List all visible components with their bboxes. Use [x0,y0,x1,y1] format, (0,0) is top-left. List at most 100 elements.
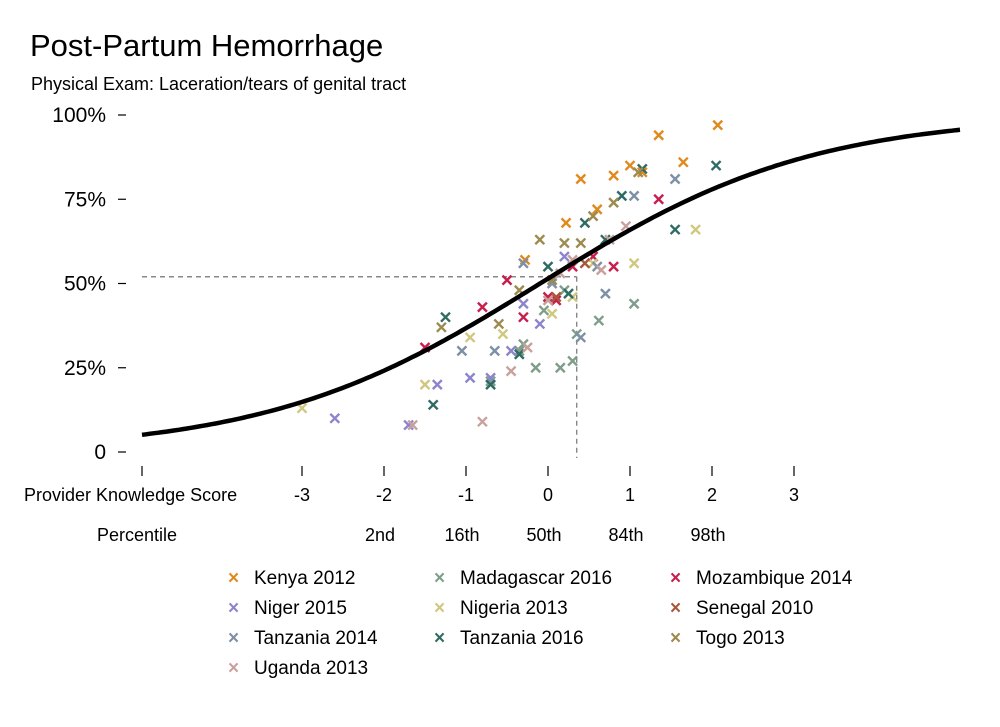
legend-label: Mozambique 2014 [696,568,853,589]
data-point [669,224,681,235]
percentile-tick-label: 84th [608,525,643,545]
legend-item: × Uganda 2013 [228,658,368,680]
data-point [427,399,439,411]
x-axis-label: Provider Knowledge Score [24,485,237,505]
data-point [677,156,689,168]
y-tick-label: 100% [52,104,106,127]
data-point [534,318,546,330]
legend-marker-icon: × [670,628,682,649]
data-point [608,170,619,182]
data-point [477,301,488,313]
data-point [329,412,341,424]
chart-subtitle: Physical Exam: Laceration/tears of genit… [31,74,407,94]
data-point [530,362,542,374]
data-point [563,288,574,299]
chart-title: Post-Partum Hemorrhage [30,28,384,63]
fit-curve [141,127,961,438]
legend-label: Kenya 2012 [254,568,356,589]
data-point [712,119,724,131]
legend-marker-icon: × [434,628,446,649]
data-point [608,261,619,272]
legend-marker-icon: × [228,658,240,679]
legend-item: × Mozambique 2014 [670,568,852,590]
legend-marker-icon: × [434,568,446,589]
legend-label: Nigeria 2013 [460,598,568,619]
x-tick-label: 3 [789,485,799,505]
legend-marker-icon: × [670,598,682,619]
x-tick-label: -3 [294,485,310,505]
data-point [538,305,550,316]
percentile-tick-label: 50th [526,525,561,545]
data-point [440,311,451,323]
data-point [591,204,603,215]
data-point [559,251,570,262]
data-point [505,345,517,357]
percentile-tick-label: 98th [690,525,725,545]
percentile-tick-label: 16th [444,525,479,545]
data-point [559,237,570,249]
data-point [518,311,529,323]
data-point [546,308,558,320]
legend-label: Madagascar 2016 [460,568,613,589]
data-point [501,274,513,286]
scatter-plot: 0 25% 50% 75% 100% -3 -2 -1 0 1 2 3 Provider Knowled… [24,104,961,545]
data-point [542,295,554,306]
data-point [464,372,476,384]
data-point [593,315,605,326]
legend-label: Uganda 2013 [254,658,369,679]
data-point [669,173,681,185]
data-point [513,345,525,357]
data-point [628,257,640,269]
y-tick-label: 75% [64,188,106,211]
data-point [628,190,640,202]
y-tick-label: 0 [94,441,106,464]
data-point [518,298,529,310]
data-point [550,291,562,303]
legend-item: × Nigeria 2013 [434,598,568,620]
data-point [464,332,476,343]
legend-marker-icon: × [228,628,240,649]
data-point [710,160,722,171]
data-point [575,332,587,343]
x-tick-label: 2 [707,485,717,505]
data-point [497,328,509,340]
data-point [493,318,505,330]
legend-label: Senegal 2010 [696,598,814,619]
data-point [595,264,607,276]
data-point [560,217,572,229]
percentile-label: Percentile [97,525,177,545]
legend-marker-icon: × [434,598,446,619]
data-point [653,129,665,141]
data-point [403,419,414,431]
data-point [587,210,599,222]
data-point [554,362,566,374]
data-point [636,166,648,178]
legend-marker-icon: × [670,568,682,589]
legend-item: × Tanzania 2016 [434,628,584,650]
legend-label: Tanzania 2014 [254,628,378,649]
data-point [575,173,587,185]
data-point [567,355,578,367]
data-point [542,291,554,303]
legend-label: Niger 2015 [254,598,347,619]
x-tick-label: 1 [625,485,635,505]
data-point [485,375,496,387]
data-point [419,379,431,390]
legend-marker-icon: × [228,568,240,589]
legend-label: Tanzania 2016 [460,628,584,649]
data-point [608,197,619,208]
data-point [534,234,546,246]
data-point [522,342,533,353]
legend-item: × Madagascar 2016 [434,568,612,590]
data-point [505,365,517,377]
y-tick-label: 25% [64,357,106,380]
y-tick-label: 50% [64,273,106,296]
data-point [600,288,611,299]
data-point [628,298,640,310]
data-point [550,295,562,306]
legend-marker-icon: × [228,598,240,619]
data-point [690,224,701,235]
x-tick-label: -2 [376,485,392,505]
data-point [477,416,488,428]
legend-item: × Niger 2015 [228,598,347,620]
